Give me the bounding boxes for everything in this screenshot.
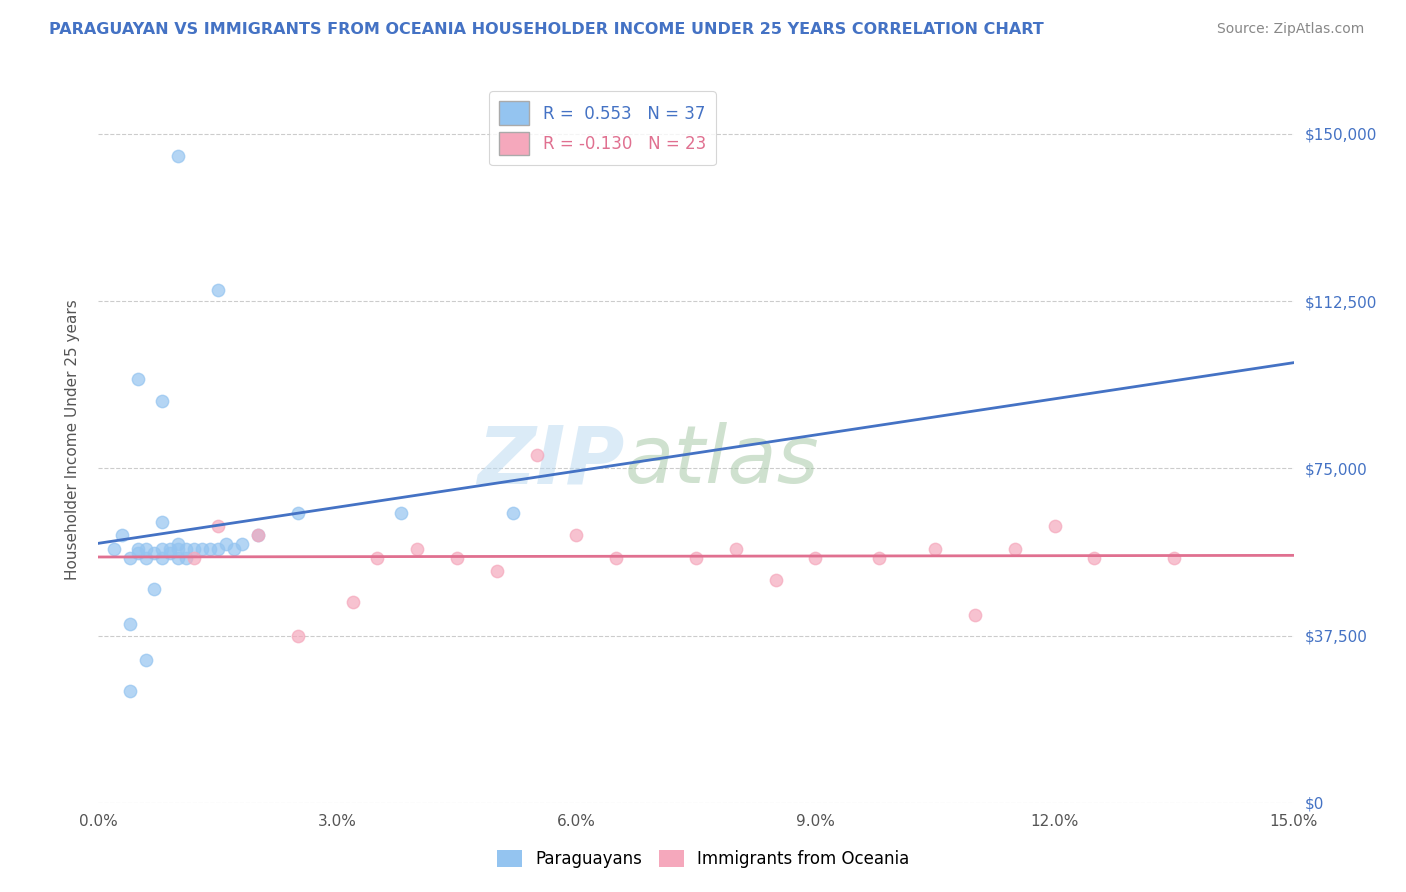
- Point: [246, 528, 269, 542]
- Point: [167, 537, 190, 551]
- Point: [215, 537, 238, 551]
- Point: [724, 541, 747, 556]
- Point: [167, 541, 190, 556]
- Point: [183, 550, 205, 565]
- Point: [127, 541, 149, 556]
- Point: [174, 550, 197, 565]
- Point: [120, 550, 142, 565]
- Text: ZIP: ZIP: [477, 422, 624, 500]
- Point: [1163, 550, 1185, 565]
- Point: [685, 550, 707, 565]
- Point: [502, 506, 524, 520]
- Point: [389, 506, 412, 520]
- Point: [143, 546, 166, 560]
- Point: [143, 582, 166, 596]
- Point: [366, 550, 388, 565]
- Point: [287, 506, 309, 520]
- Point: [150, 515, 173, 529]
- Point: [1043, 519, 1066, 533]
- Point: [150, 550, 173, 565]
- Point: [111, 528, 134, 542]
- Point: [135, 653, 157, 667]
- Point: [446, 550, 468, 565]
- Point: [198, 541, 221, 556]
- Point: [207, 519, 229, 533]
- Point: [924, 541, 946, 556]
- Point: [526, 448, 548, 462]
- Point: [804, 550, 827, 565]
- Point: [342, 595, 364, 609]
- Point: [159, 541, 181, 556]
- Point: [565, 528, 588, 542]
- Point: [120, 684, 142, 698]
- Y-axis label: Householder Income Under 25 years: Householder Income Under 25 years: [65, 299, 80, 580]
- Point: [406, 541, 429, 556]
- Point: [150, 541, 173, 556]
- Point: [1004, 541, 1026, 556]
- Point: [868, 550, 890, 565]
- Point: [231, 537, 253, 551]
- Point: [103, 541, 125, 556]
- Point: [963, 608, 986, 623]
- Point: [174, 541, 197, 556]
- Point: [222, 541, 245, 556]
- Text: PARAGUAYAN VS IMMIGRANTS FROM OCEANIA HOUSEHOLDER INCOME UNDER 25 YEARS CORRELAT: PARAGUAYAN VS IMMIGRANTS FROM OCEANIA HO…: [49, 22, 1045, 37]
- Legend: R =  0.553   N = 37, R = -0.130   N = 23: R = 0.553 N = 37, R = -0.130 N = 23: [489, 91, 716, 165]
- Point: [191, 541, 214, 556]
- Point: [207, 541, 229, 556]
- Point: [207, 283, 229, 297]
- Point: [159, 546, 181, 560]
- Text: Source: ZipAtlas.com: Source: ZipAtlas.com: [1216, 22, 1364, 37]
- Point: [287, 628, 309, 642]
- Text: atlas: atlas: [624, 422, 820, 500]
- Point: [135, 541, 157, 556]
- Point: [167, 149, 190, 163]
- Point: [183, 541, 205, 556]
- Point: [167, 550, 190, 565]
- Point: [150, 394, 173, 409]
- Point: [127, 372, 149, 386]
- Point: [485, 564, 508, 578]
- Point: [605, 550, 627, 565]
- Point: [1083, 550, 1105, 565]
- Point: [127, 546, 149, 560]
- Point: [765, 573, 787, 587]
- Point: [135, 550, 157, 565]
- Point: [246, 528, 269, 542]
- Legend: Paraguayans, Immigrants from Oceania: Paraguayans, Immigrants from Oceania: [491, 843, 915, 875]
- Point: [120, 617, 142, 632]
